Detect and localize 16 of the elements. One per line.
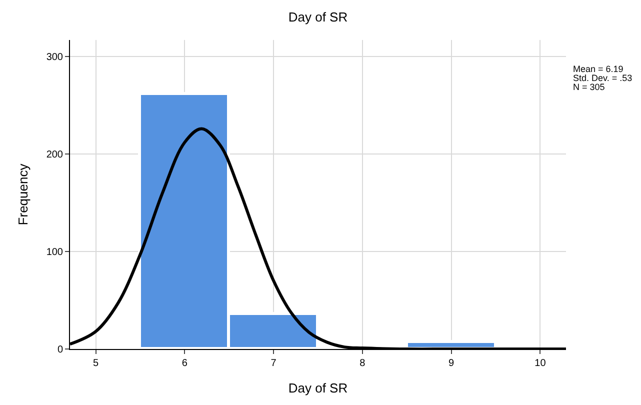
x-axis-title: Day of SR [288, 380, 348, 396]
x-tick-label: 9 [448, 358, 455, 369]
x-tick-label: 6 [182, 358, 188, 369]
x-tick-label: 5 [93, 358, 99, 369]
chart-title: Day of SR [288, 9, 348, 24]
x-tick-label: 8 [360, 358, 366, 369]
x-tick-label: 10 [534, 358, 546, 369]
y-tick-label: 200 [46, 150, 64, 161]
text: N = 305 [573, 82, 605, 92]
y-tick-label: 300 [46, 52, 64, 64]
y-tick-label: 0 [57, 344, 64, 356]
text: Mean = 6.19 [573, 64, 624, 74]
x-tick-label: 7 [270, 358, 277, 369]
text: Std. Dev. = .53 [573, 73, 632, 83]
y-tick-label: 100 [46, 247, 64, 258]
y-axis-title: Frequency [15, 163, 30, 226]
